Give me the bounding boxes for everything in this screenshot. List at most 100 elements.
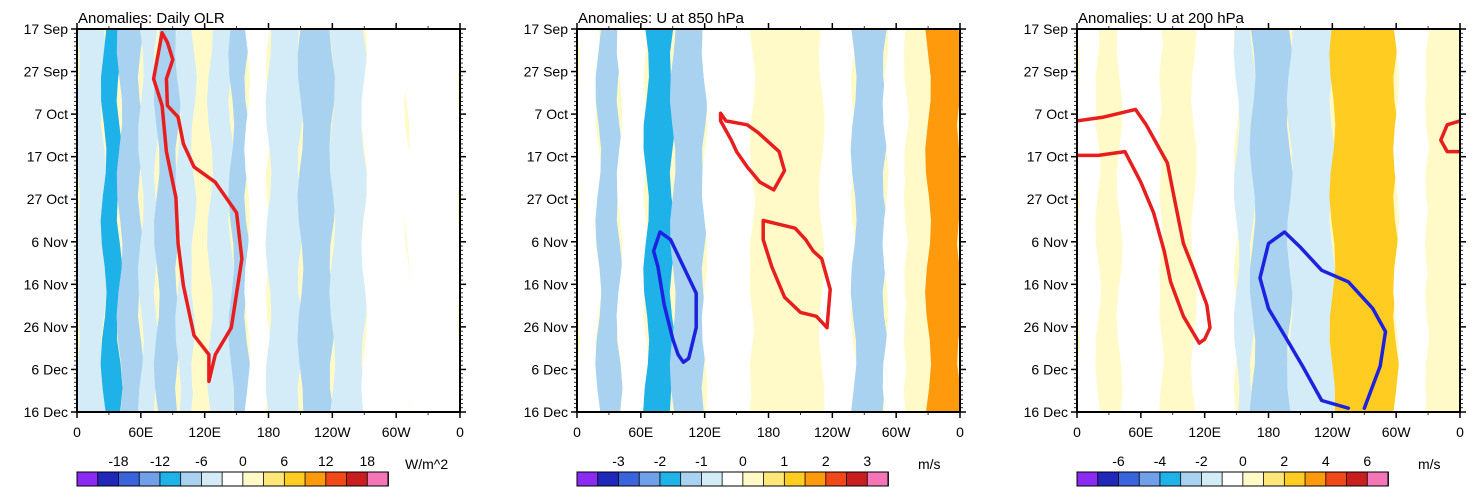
colorbar-swatch	[804, 471, 827, 487]
colorbar-swatch	[263, 471, 286, 487]
colorbar-label: 12	[318, 453, 334, 469]
colorbar-swatch	[118, 471, 141, 487]
colorbar-label: 6	[280, 453, 288, 469]
colorbar-label: 2	[1280, 453, 1288, 469]
heatmap-band	[925, 29, 960, 412]
heatmap-band	[329, 29, 368, 412]
heatmap-band	[701, 29, 756, 412]
colorbar-swatch	[1138, 471, 1161, 487]
colorbar-swatch	[846, 471, 869, 487]
panel-title: Anomalies: U at 200 hPa	[1078, 10, 1245, 27]
heatmap-band	[244, 29, 272, 412]
colorbar-label: -2	[654, 453, 667, 469]
colorbar-swatch	[159, 471, 182, 487]
heatmap-band	[765, 29, 825, 412]
x-tick-label: 180	[257, 424, 281, 440]
colorbar-swatch	[1201, 471, 1224, 487]
x-tick-label: 60E	[1128, 424, 1153, 440]
colorbar-swatch	[1180, 471, 1203, 487]
colorbar-swatch	[1221, 471, 1244, 487]
y-tick-label: 27 Oct	[27, 191, 68, 207]
y-tick-label: 6 Nov	[31, 234, 68, 250]
x-tick-label: 120E	[1188, 424, 1221, 440]
colorbar-swatch	[783, 471, 806, 487]
y-tick-label: 7 Oct	[535, 106, 569, 122]
colorbar: -6 -4 -2 0 2 4 6 m/s	[1076, 453, 1441, 487]
x-tick-label: 120E	[688, 424, 721, 440]
heatmap-band	[361, 29, 410, 412]
heatmap-band	[903, 29, 932, 412]
heatmap-band	[1286, 29, 1336, 412]
y-tick-label: 27 Oct	[527, 191, 568, 207]
y-tick-label: 27 Sep	[524, 64, 569, 80]
y-tick-label: 27 Sep	[24, 64, 69, 80]
colorbar-label: -1	[695, 453, 708, 469]
y-tick-label: 17 Sep	[524, 21, 569, 37]
colorbar-swatch	[200, 471, 224, 487]
colorbar-swatch	[76, 471, 99, 487]
panel-1: Anomalies: Daily OLR 17 Sep 27 Sep 7 Oct 17 …	[24, 10, 466, 487]
x-tick-label: 60W	[1382, 424, 1412, 440]
heatmap-band	[1191, 29, 1240, 412]
x-tick-label: 0	[456, 424, 464, 440]
colorbar-swatch	[721, 471, 744, 487]
colorbar-swatch	[866, 471, 889, 487]
colorbar-label: 1	[780, 453, 788, 469]
colorbar-swatch	[638, 471, 661, 487]
x-tick-label: 120E	[188, 424, 221, 440]
y-tick-label: 6 Dec	[31, 361, 68, 377]
colorbar-swatch	[304, 471, 327, 487]
heatmap-band	[749, 29, 772, 412]
heatmap-field	[1077, 29, 1460, 412]
heatmap-band	[191, 29, 213, 412]
y-tick-label: 27 Sep	[1024, 64, 1069, 80]
y-tick-label: 7 Oct	[1035, 106, 1069, 122]
colorbar-swatch	[97, 471, 120, 487]
y-tick-label: 17 Oct	[27, 149, 68, 165]
colorbar-swatch	[1325, 471, 1348, 487]
colorbar-swatch	[1242, 471, 1265, 487]
colorbar-label: 18	[359, 453, 375, 469]
x-tick-label: 0	[956, 424, 964, 440]
y-tick-label: 17 Sep	[1024, 21, 1069, 37]
colorbar-frame	[576, 471, 889, 487]
y-tick-label: 6 Dec	[531, 361, 568, 377]
heatmap-band	[882, 29, 910, 412]
colorbar-swatch	[1283, 471, 1306, 487]
colorbar-swatch	[1346, 471, 1369, 487]
colorbar: -18 -12 -6 0 6 12 18 W/m^2	[76, 453, 448, 487]
colorbar-label: -4	[1154, 453, 1167, 469]
y-tick-label: 16 Nov	[1024, 276, 1068, 292]
heatmap-band	[1077, 29, 1102, 412]
x-tick-label: 120W	[1314, 424, 1351, 440]
x-tick-label: 60E	[628, 424, 653, 440]
colorbar-swatch	[701, 471, 724, 487]
colorbar-label: -2	[1195, 453, 1208, 469]
colorbar-swatch	[346, 471, 369, 487]
colorbar-swatch	[659, 471, 682, 487]
heatmap-band	[1425, 29, 1460, 412]
x-tick-label: 60W	[882, 424, 912, 440]
colorbar-label: -6	[195, 453, 208, 469]
x-tick-label: 60E	[128, 424, 153, 440]
colorbar-label: 3	[863, 453, 871, 469]
heatmap-band	[669, 29, 708, 412]
colorbar-units: m/s	[1418, 456, 1441, 472]
heatmap-band	[850, 29, 889, 412]
colorbar-label: 0	[739, 453, 747, 469]
contour-red	[1077, 107, 1212, 345]
colorbar-swatch	[1263, 471, 1286, 487]
colorbar-swatch	[742, 471, 765, 487]
contour-blue	[1258, 230, 1388, 410]
y-tick-label: 27 Oct	[1027, 191, 1068, 207]
colorbar-label: -18	[108, 453, 128, 469]
x-tick-label: 120W	[814, 424, 851, 440]
y-tick-label: 6 Nov	[531, 234, 568, 250]
heatmap-band	[1116, 29, 1166, 412]
x-tick-label: 180	[1257, 424, 1281, 440]
x-tick-label: 0	[73, 424, 81, 440]
x-tick-label: 60W	[382, 424, 412, 440]
contour-red	[761, 218, 832, 330]
y-tick-label: 7 Oct	[35, 106, 69, 122]
contour-red	[151, 31, 244, 384]
